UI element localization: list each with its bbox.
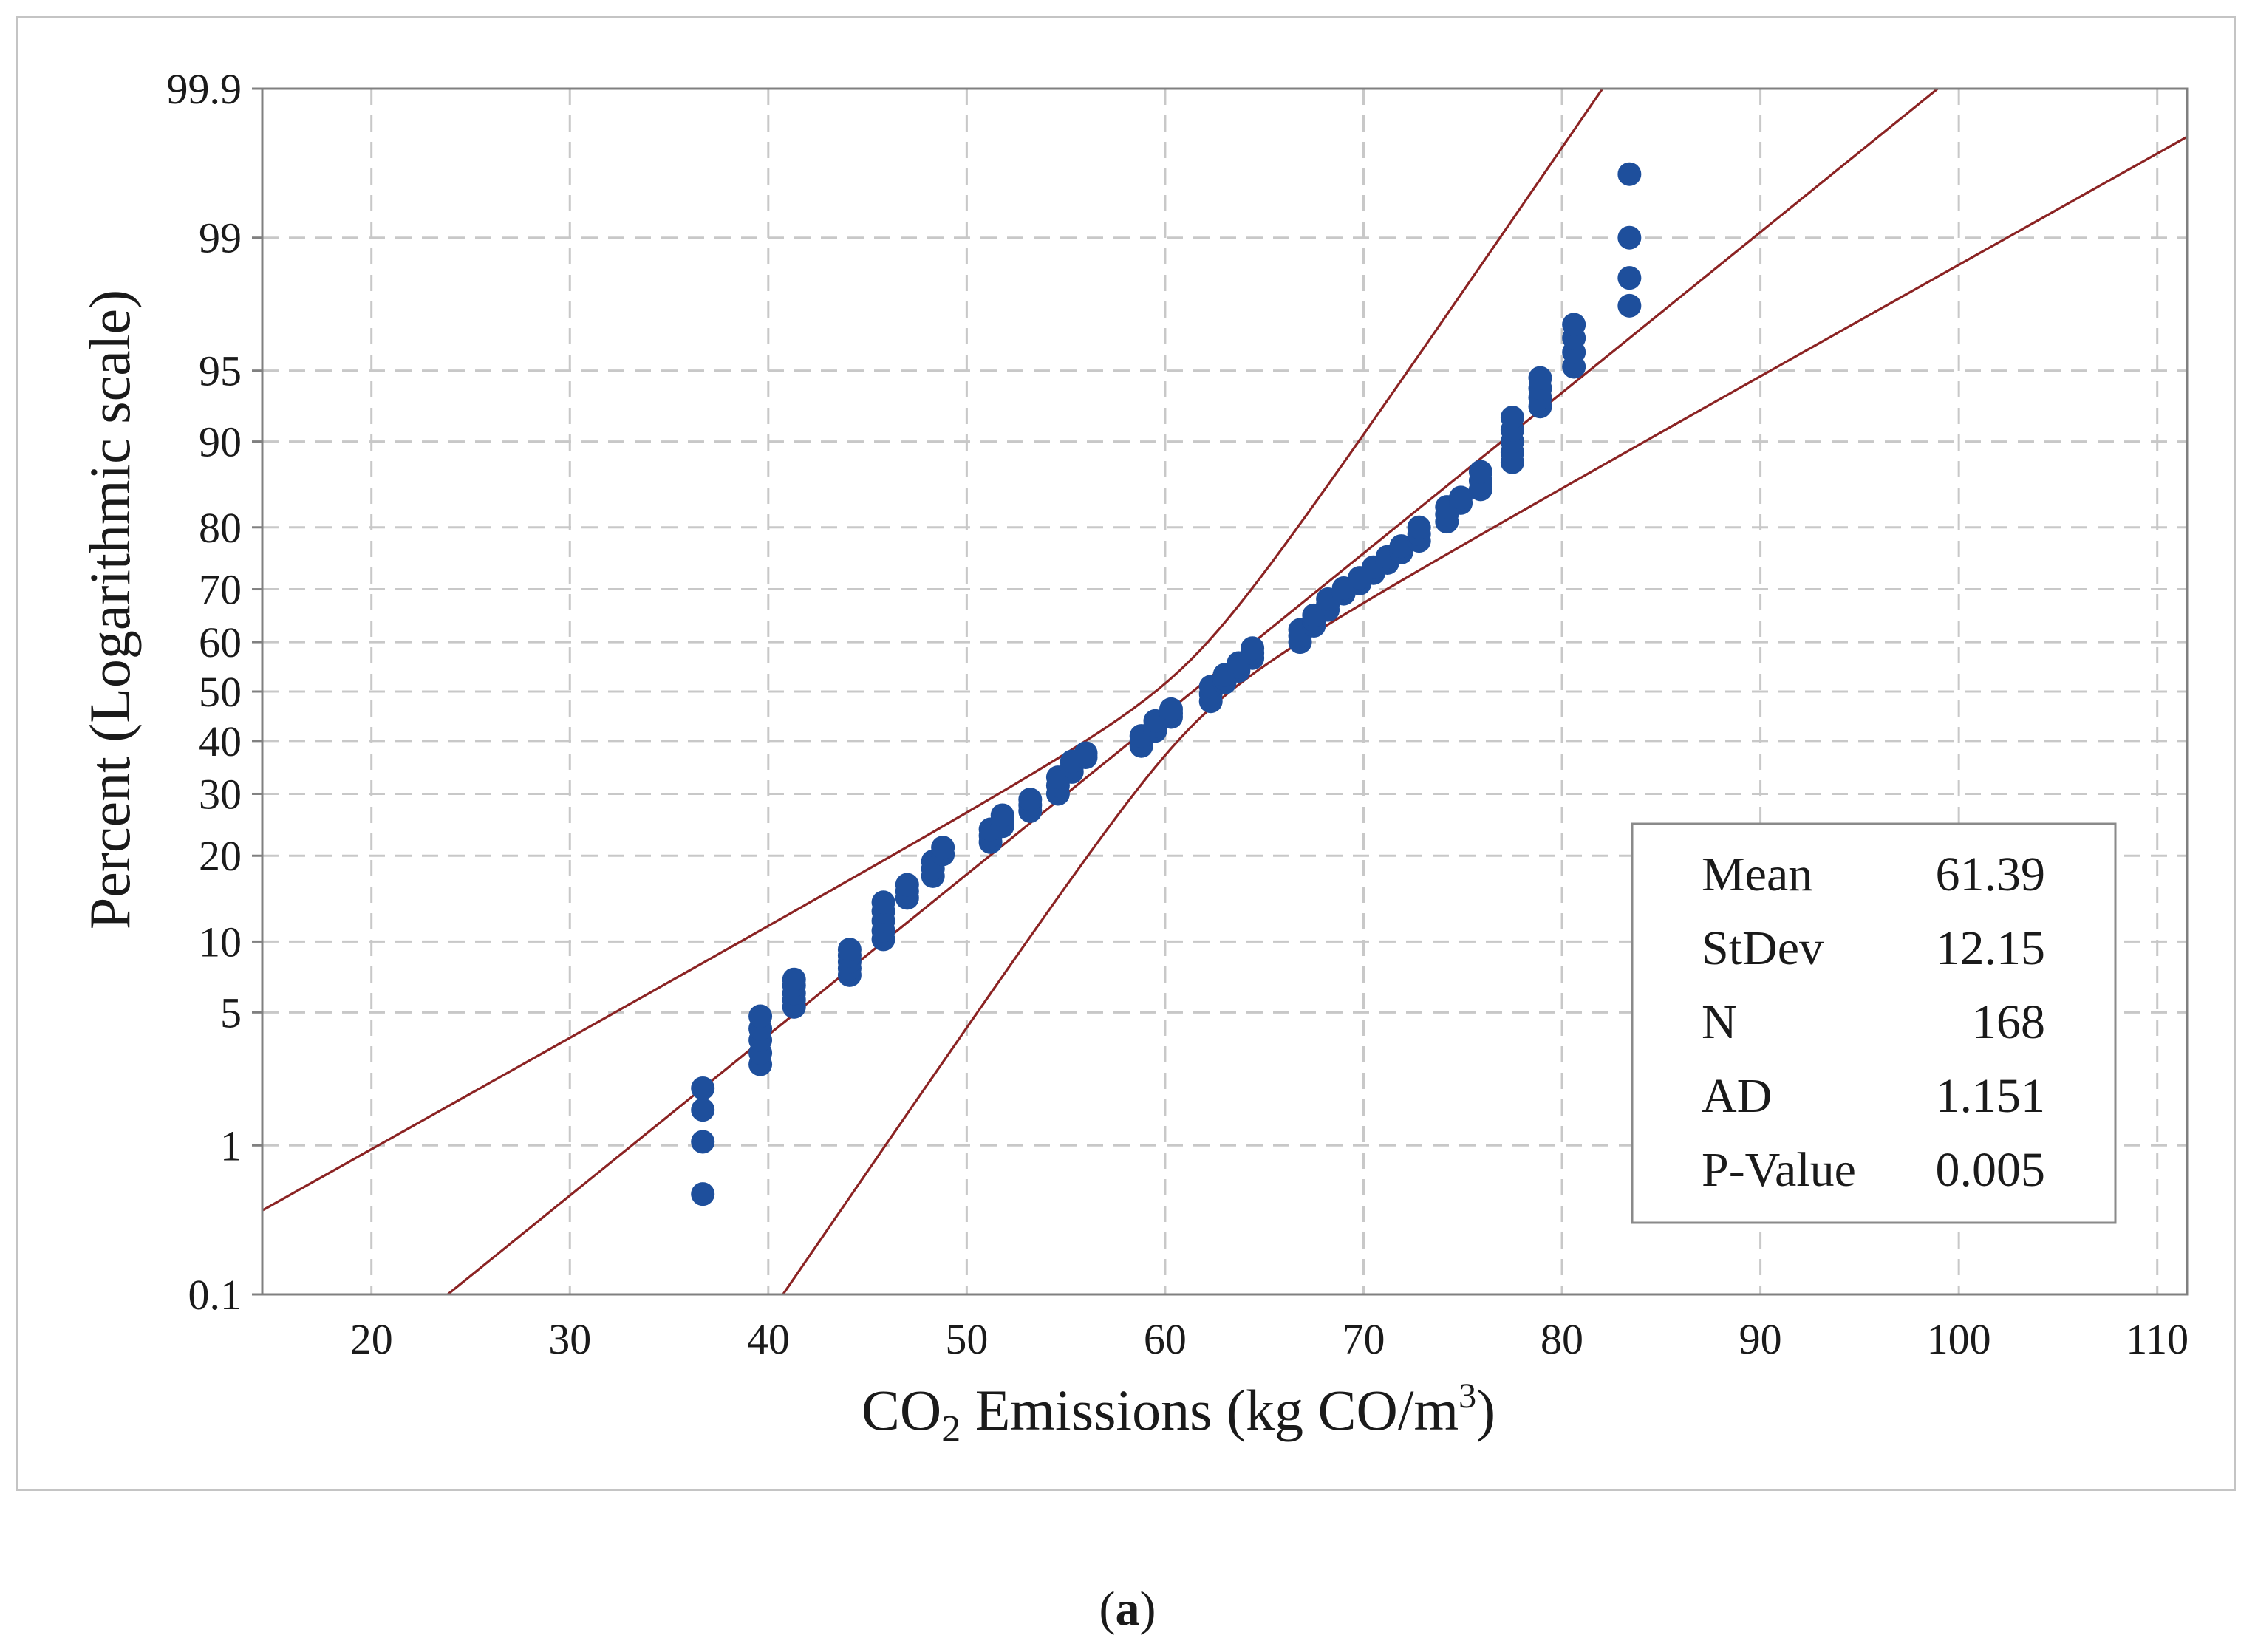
data-point: [1562, 313, 1586, 337]
x-tick-label-20: 20: [350, 1315, 393, 1363]
stats-label-stdev: StDev: [1702, 921, 1824, 975]
stats-value-ad: 1.151: [1936, 1069, 2046, 1123]
chart-frame: [16, 16, 2236, 1491]
y-tick-label-99.9: 99.9: [167, 65, 242, 113]
data-point: [1159, 697, 1183, 721]
y-tick-label-90: 90: [199, 418, 242, 466]
data-point: [691, 1076, 715, 1100]
caption-letter: a: [1115, 1582, 1140, 1636]
x-title-suffix: ): [1476, 1378, 1495, 1442]
data-point: [1617, 225, 1642, 250]
y-tick-label-20: 20: [199, 832, 242, 880]
data-point: [691, 1130, 715, 1154]
fit-line: [446, 89, 1940, 1294]
caption-open: (: [1099, 1582, 1116, 1636]
data-point: [1528, 366, 1552, 390]
stats-value-mean: 61.39: [1936, 847, 2046, 901]
y-tick-label-40: 40: [199, 717, 242, 765]
y-tick-label-30: 30: [199, 770, 242, 818]
x-title-prefix: CO: [862, 1378, 941, 1442]
stats-label-mean: Mean: [1702, 847, 1812, 901]
y-tick-label-50: 50: [199, 668, 242, 716]
x-tick-label-60: 60: [1144, 1315, 1187, 1363]
data-point: [1617, 293, 1642, 318]
x-axis-title: CO2 Emissions (kg CO/m3): [862, 1376, 1495, 1450]
stats-value-stdev: 12.15: [1936, 921, 2046, 975]
x-title-middle: Emissions (: [961, 1378, 1246, 1442]
stats-label-n: N: [1702, 995, 1737, 1049]
confidence-band-lower: [781, 135, 2187, 1294]
data-point: [1500, 405, 1524, 429]
y-tick-label-95: 95: [199, 347, 242, 395]
data-point: [691, 1098, 715, 1122]
y-tick-label-1: 1: [220, 1122, 242, 1170]
fit-lines: [262, 89, 2187, 1294]
y-axis-title: Percent (Logarithmic scale): [78, 290, 142, 929]
y-tick-label-0.1: 0.1: [188, 1271, 242, 1319]
x-tick-label-90: 90: [1739, 1315, 1782, 1363]
plot-area-border: [261, 87, 2189, 1296]
data-point: [782, 967, 806, 991]
data-points: [691, 162, 1642, 1206]
y-tick-label-80: 80: [199, 504, 242, 552]
data-point: [1617, 162, 1642, 186]
data-point: [1241, 636, 1265, 661]
data-point: [1074, 741, 1098, 765]
x-tick-label-100: 100: [1927, 1315, 1991, 1363]
data-point: [748, 1004, 773, 1028]
data-point: [1468, 460, 1492, 484]
y-tick-label-5: 5: [220, 989, 242, 1037]
data-point: [837, 938, 862, 962]
confidence-band-upper: [262, 89, 1604, 1212]
x-tick-label-50: 50: [945, 1315, 988, 1363]
y-tick-label-60: 60: [199, 618, 242, 666]
data-point: [1449, 485, 1473, 510]
y-tick-label-10: 10: [199, 918, 242, 966]
x-tick-label-110: 110: [2126, 1315, 2189, 1363]
data-point: [691, 1182, 715, 1206]
stats-value-n: 168: [1972, 995, 2045, 1049]
caption-close: ): [1139, 1582, 1156, 1636]
x-tick-labels: 20 30 40 50 60 70 80 90 100 110: [350, 1315, 2189, 1363]
data-point: [1389, 534, 1413, 559]
data-point: [1617, 266, 1642, 290]
x-title-subscript: 2: [941, 1408, 961, 1450]
stats-value-pvalue: 0.005: [1936, 1143, 2046, 1197]
stats-box-border: [1631, 822, 2117, 1224]
x-title-superscript: 3: [1459, 1376, 1476, 1416]
data-point: [1018, 788, 1043, 812]
panel-caption: (a): [0, 1581, 2255, 1637]
stats-label-pvalue: P-Value: [1702, 1143, 1856, 1197]
x-tick-label-40: 40: [747, 1315, 790, 1363]
y-tick-label-99: 99: [199, 214, 242, 262]
x-tick-label-30: 30: [548, 1315, 591, 1363]
data-point: [1407, 515, 1431, 539]
data-point: [990, 803, 1014, 827]
x-title-unit: kg CO/m: [1246, 1378, 1459, 1442]
stats-box: Mean 61.39 StDev 12.15 N 168 AD 1.151 P-…: [1631, 822, 2117, 1224]
x-tick-label-70: 70: [1342, 1315, 1385, 1363]
data-point: [931, 836, 955, 860]
y-tick-label-70: 70: [199, 566, 242, 614]
data-point: [871, 890, 895, 915]
data-point: [895, 873, 919, 897]
x-tick-label-80: 80: [1541, 1315, 1583, 1363]
stats-label-ad: AD: [1702, 1069, 1772, 1123]
